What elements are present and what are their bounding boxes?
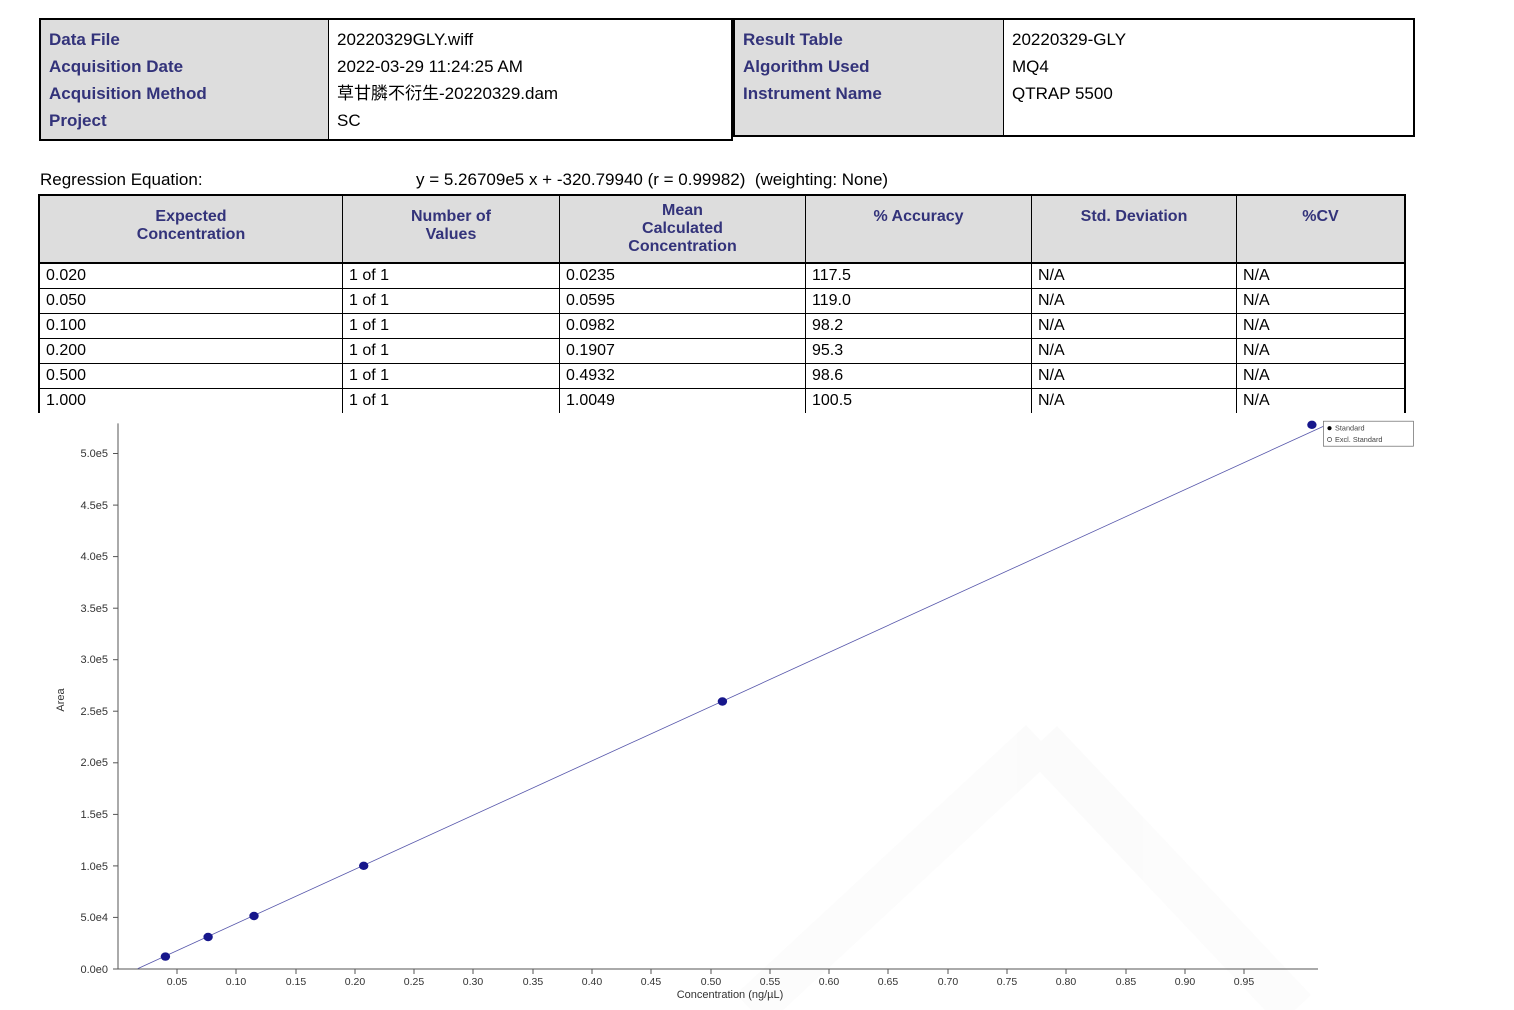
svg-text:0.70: 0.70 [938, 976, 959, 988]
svg-text:0.05: 0.05 [167, 976, 188, 988]
svg-text:2.5e5: 2.5e5 [80, 706, 108, 718]
svg-text:0.60: 0.60 [819, 976, 840, 988]
svg-text:0.85: 0.85 [1116, 976, 1137, 988]
svg-text:Excl. Standard: Excl. Standard [1335, 435, 1382, 444]
svg-text:0.20: 0.20 [345, 976, 366, 988]
svg-text:0.90: 0.90 [1175, 976, 1196, 988]
svg-text:5.0e5: 5.0e5 [80, 448, 108, 460]
svg-text:0.55: 0.55 [760, 976, 781, 988]
svg-text:Standard: Standard [1335, 424, 1365, 433]
svg-text:0.80: 0.80 [1056, 976, 1077, 988]
svg-text:2.0e5: 2.0e5 [80, 757, 108, 769]
svg-text:0.40: 0.40 [582, 976, 603, 988]
svg-text:5.0e4: 5.0e4 [80, 912, 108, 924]
svg-text:Concentration (ng/µL): Concentration (ng/µL) [677, 989, 784, 1001]
svg-text:0.30: 0.30 [463, 976, 484, 988]
svg-text:0.75: 0.75 [997, 976, 1018, 988]
svg-text:1.0e5: 1.0e5 [80, 861, 108, 873]
svg-text:0.10: 0.10 [226, 976, 247, 988]
svg-text:0.95: 0.95 [1234, 976, 1255, 988]
svg-text:0.35: 0.35 [523, 976, 544, 988]
svg-text:Area: Area [55, 688, 67, 712]
svg-text:0.65: 0.65 [878, 976, 899, 988]
svg-text:1.5e5: 1.5e5 [80, 809, 108, 821]
svg-text:4.5e5: 4.5e5 [80, 500, 108, 512]
svg-text:0.25: 0.25 [404, 976, 425, 988]
svg-text:3.5e5: 3.5e5 [80, 603, 108, 615]
svg-text:0.0e0: 0.0e0 [80, 964, 108, 976]
svg-text:0.15: 0.15 [286, 976, 307, 988]
svg-text:3.0e5: 3.0e5 [80, 654, 108, 666]
svg-text:0.50: 0.50 [701, 976, 722, 988]
svg-text:0.45: 0.45 [641, 976, 662, 988]
svg-text:4.0e5: 4.0e5 [80, 551, 108, 563]
